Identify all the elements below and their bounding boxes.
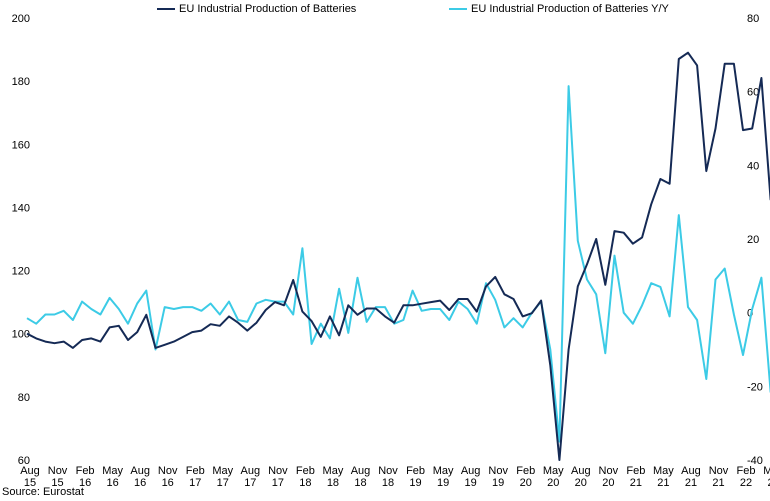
x-axis-tick-label-month: Nov — [599, 465, 619, 477]
left-axis: 60 80 100 120 140 160 180 200 — [12, 13, 30, 467]
x-axis-tick-label-year: 17 — [189, 477, 201, 489]
right-axis-tick-label: 80 — [747, 13, 759, 25]
right-axis-tick-label: 0 — [747, 308, 753, 320]
x-axis-tick-label-year: 20 — [547, 477, 559, 489]
x-axis-tick-label-month: Aug — [571, 465, 591, 477]
x-axis-tick-label-month: May — [212, 465, 233, 477]
x-axis-tick-label-month: Aug — [20, 465, 40, 477]
x-axis-tick-label-month: May — [433, 465, 454, 477]
left-axis-tick-label: 60 — [18, 455, 30, 467]
right-axis-tick-label: 60 — [747, 87, 759, 99]
right-axis-tick-label: 40 — [747, 160, 759, 172]
x-axis-tick-label-month: Feb — [406, 465, 425, 477]
x-axis-tick-label-month: Nov — [378, 465, 398, 477]
x-axis-tick-label-year: 21 — [712, 477, 724, 489]
x-axis-tick-label-year: 21 — [657, 477, 669, 489]
x-axis-tick-label-year: 20 — [575, 477, 587, 489]
x-axis-tick-label-year: 21 — [685, 477, 697, 489]
x-axis-tick-label-month: Nov — [709, 465, 729, 477]
x-axis-tick-label-year: 19 — [437, 477, 449, 489]
x-axis-tick-label-year: 15 — [51, 477, 63, 489]
legend-label-yoy: EU Industrial Production of Batteries Y/… — [471, 3, 670, 15]
x-axis-tick-label-year: 18 — [354, 477, 366, 489]
series-line-production — [26, 51, 770, 461]
x-axis-tick-label-month: Feb — [296, 465, 315, 477]
left-axis-tick-label: 100 — [12, 329, 30, 341]
left-axis-tick-label: 140 — [12, 202, 30, 214]
x-axis-tick-label-year: 17 — [272, 477, 284, 489]
right-axis-tick-label: -20 — [747, 381, 763, 393]
x-axis-tick-label-year: 15 — [24, 477, 36, 489]
x-axis-tick-label-month: May — [543, 465, 564, 477]
x-axis-tick-label-month: May — [763, 465, 770, 477]
x-axis-tick-label-month: Nov — [48, 465, 68, 477]
x-axis-tick-label-month: Aug — [681, 465, 701, 477]
x-axis-tick-label-year: 16 — [106, 477, 118, 489]
left-axis-tick-label: 180 — [12, 76, 30, 88]
x-axis-tick-label-month: May — [323, 465, 344, 477]
source-note: Source: Eurostat — [2, 486, 84, 498]
x-axis-tick-label-month: Feb — [737, 465, 756, 477]
x-axis-tick-label-month: May — [653, 465, 674, 477]
x-axis-tick-label-year: 18 — [382, 477, 394, 489]
x-axis-tick-label-month: Feb — [626, 465, 645, 477]
plot-area — [26, 51, 770, 461]
x-axis-tick-label-year: 19 — [409, 477, 421, 489]
x-axis-tick-label-year: 18 — [299, 477, 311, 489]
x-axis-tick-label-month: Feb — [516, 465, 535, 477]
left-axis-tick-label: 160 — [12, 139, 30, 151]
x-axis-tick-label-month: Feb — [76, 465, 95, 477]
x-axis-tick-label-year: 17 — [217, 477, 229, 489]
x-axis-tick-label-year: 16 — [134, 477, 146, 489]
x-axis-tick-label-year: 20 — [602, 477, 614, 489]
right-axis-tick-label: 20 — [747, 234, 759, 246]
x-axis-tick-label-year: 18 — [327, 477, 339, 489]
x-axis-tick-label-month: Nov — [488, 465, 508, 477]
x-axis-tick-label-year: 17 — [244, 477, 256, 489]
x-axis-tick-label-month: Nov — [268, 465, 288, 477]
x-axis-tick-label-month: Aug — [130, 465, 150, 477]
x-axis-tick-label-month: Aug — [461, 465, 481, 477]
x-axis-tick-label-month: Aug — [351, 465, 371, 477]
x-axis-tick-label-year: 20 — [520, 477, 532, 489]
x-axis-tick-label-month: May — [102, 465, 123, 477]
x-axis-tick-label-month: Feb — [186, 465, 205, 477]
x-axis-tick-label-year: 16 — [79, 477, 91, 489]
x-axis-tick-label-month: Aug — [241, 465, 261, 477]
series-line-yoy — [26, 85, 770, 443]
x-axis-tick-label-year: 21 — [630, 477, 642, 489]
right-axis-tick-label: -40 — [747, 455, 763, 467]
legend: EU Industrial Production of Batteries EU… — [157, 3, 670, 15]
x-axis-tick-label-year: 22 — [767, 477, 770, 489]
x-axis-tick-label-year: 22 — [740, 477, 752, 489]
right-axis: -40 -20 0 20 40 60 80 — [747, 13, 763, 467]
x-axis-tick-label-year: 16 — [162, 477, 174, 489]
legend-label-production: EU Industrial Production of Batteries — [179, 3, 357, 15]
x-axis: Aug15Nov15Feb16May16Aug16Nov16Feb17May17… — [20, 465, 770, 489]
x-axis-tick-label-month: Nov — [158, 465, 178, 477]
left-axis-tick-label: 200 — [12, 13, 30, 25]
x-axis-tick-label-year: 19 — [492, 477, 504, 489]
x-axis-tick-label-year: 19 — [465, 477, 477, 489]
left-axis-tick-label: 120 — [12, 266, 30, 278]
left-axis-tick-label: 80 — [18, 392, 30, 404]
